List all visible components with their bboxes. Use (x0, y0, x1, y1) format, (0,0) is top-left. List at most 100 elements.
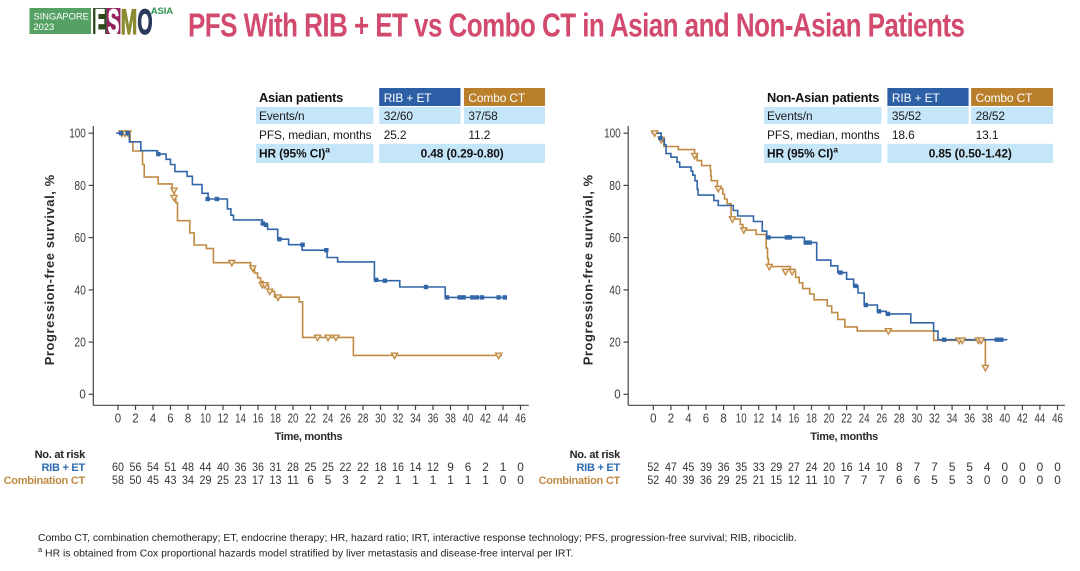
svg-text:2: 2 (377, 473, 384, 487)
svg-text:38: 38 (982, 412, 993, 426)
svg-text:6: 6 (167, 412, 173, 426)
svg-text:O: O (137, 3, 152, 43)
svg-text:2023: 2023 (34, 22, 55, 32)
svg-text:0: 0 (614, 388, 620, 402)
svg-text:Time, months: Time, months (810, 431, 878, 443)
svg-text:RIB + ET: RIB + ET (892, 91, 940, 105)
svg-text:6: 6 (465, 460, 472, 474)
svg-text:Combo CT: Combo CT (468, 91, 525, 105)
svg-text:4: 4 (150, 412, 156, 426)
svg-text:33: 33 (753, 460, 765, 474)
svg-text:26: 26 (876, 412, 887, 426)
svg-text:7: 7 (931, 460, 938, 474)
svg-text:3: 3 (966, 473, 973, 487)
svg-text:20: 20 (823, 460, 835, 474)
svg-text:25: 25 (322, 460, 334, 474)
svg-text:1: 1 (395, 473, 402, 487)
svg-text:25: 25 (735, 473, 747, 487)
svg-text:80: 80 (74, 179, 85, 193)
svg-text:RIB + ET: RIB + ET (41, 462, 85, 474)
svg-text:8: 8 (896, 460, 903, 474)
svg-text:18: 18 (806, 412, 817, 426)
svg-text:10: 10 (823, 473, 835, 487)
svg-text:22: 22 (340, 460, 352, 474)
svg-text:RIB + ET: RIB + ET (576, 462, 620, 474)
svg-text:12: 12 (218, 412, 229, 426)
svg-text:80: 80 (609, 179, 620, 193)
svg-text:HR (95% CI)a: HR (95% CI)a (259, 145, 330, 161)
svg-text:16: 16 (789, 412, 800, 426)
svg-text:51: 51 (165, 460, 177, 474)
svg-text:36: 36 (964, 412, 975, 426)
svg-text:0: 0 (1002, 460, 1009, 474)
svg-text:36: 36 (235, 460, 247, 474)
svg-text:10: 10 (200, 412, 211, 426)
svg-text:20: 20 (609, 336, 620, 350)
svg-text:14: 14 (858, 460, 870, 474)
svg-text:6: 6 (703, 412, 709, 426)
svg-text:40: 40 (609, 283, 620, 297)
svg-text:0: 0 (1002, 473, 1009, 487)
svg-text:0.48 (0.29-0.80): 0.48 (0.29-0.80) (421, 147, 504, 161)
svg-text:54: 54 (147, 460, 159, 474)
svg-text:34: 34 (947, 412, 958, 426)
svg-text:Events/n: Events/n (767, 109, 812, 123)
svg-text:39: 39 (700, 460, 712, 474)
svg-text:2: 2 (482, 460, 489, 474)
svg-text:24: 24 (859, 412, 870, 426)
svg-text:25: 25 (217, 473, 229, 487)
svg-text:0.85 (0.50-1.42): 0.85 (0.50-1.42) (929, 147, 1012, 161)
svg-text:2: 2 (668, 412, 674, 426)
svg-text:48: 48 (182, 460, 194, 474)
svg-text:20: 20 (288, 412, 299, 426)
svg-text:52: 52 (647, 473, 659, 487)
svg-text:5: 5 (949, 473, 956, 487)
svg-text:32/60: 32/60 (384, 109, 414, 123)
svg-text:28: 28 (894, 412, 905, 426)
svg-text:46: 46 (515, 412, 526, 426)
svg-text:20: 20 (824, 412, 835, 426)
svg-text:18: 18 (270, 412, 281, 426)
svg-text:2: 2 (360, 473, 367, 487)
svg-text:40: 40 (463, 412, 474, 426)
svg-text:Events/n: Events/n (259, 109, 304, 123)
svg-text:SINGAPORE: SINGAPORE (34, 12, 89, 22)
svg-text:16: 16 (253, 412, 264, 426)
svg-text:25.2: 25.2 (384, 128, 407, 142)
svg-text:0: 0 (115, 412, 121, 426)
svg-text:0: 0 (650, 412, 656, 426)
svg-text:4: 4 (685, 412, 691, 426)
svg-text:PFS, median, months: PFS, median, months (259, 128, 372, 142)
svg-text:Progression-free survival, %: Progression-free survival, % (42, 174, 57, 365)
svg-text:14: 14 (235, 412, 246, 426)
svg-text:22: 22 (357, 460, 369, 474)
svg-text:24: 24 (806, 460, 818, 474)
svg-text:39: 39 (682, 473, 694, 487)
svg-text:36: 36 (700, 473, 712, 487)
svg-text:0: 0 (984, 473, 991, 487)
svg-text:26: 26 (340, 412, 351, 426)
svg-text:13.1: 13.1 (976, 128, 999, 142)
svg-text:0: 0 (1054, 473, 1061, 487)
svg-text:35/52: 35/52 (892, 109, 922, 123)
svg-text:7: 7 (879, 473, 886, 487)
svg-text:17: 17 (252, 473, 264, 487)
svg-text:24: 24 (323, 412, 334, 426)
svg-text:1: 1 (482, 473, 489, 487)
svg-text:Combination CT: Combination CT (539, 475, 621, 487)
svg-text:6: 6 (307, 473, 314, 487)
svg-text:Combo CT: Combo CT (976, 91, 1033, 105)
svg-text:8: 8 (720, 412, 726, 426)
svg-text:14: 14 (771, 412, 782, 426)
svg-text:6: 6 (896, 473, 903, 487)
svg-text:ASIA: ASIA (151, 6, 173, 17)
svg-text:35: 35 (735, 460, 747, 474)
svg-text:12: 12 (753, 412, 764, 426)
svg-text:6: 6 (914, 473, 921, 487)
svg-text:28/52: 28/52 (976, 109, 1006, 123)
svg-text:Combination CT: Combination CT (4, 475, 86, 487)
svg-text:29: 29 (718, 473, 730, 487)
svg-text:0: 0 (79, 388, 85, 402)
svg-text:Progression-free survival, %: Progression-free survival, % (581, 174, 596, 365)
svg-text:37/58: 37/58 (468, 109, 498, 123)
